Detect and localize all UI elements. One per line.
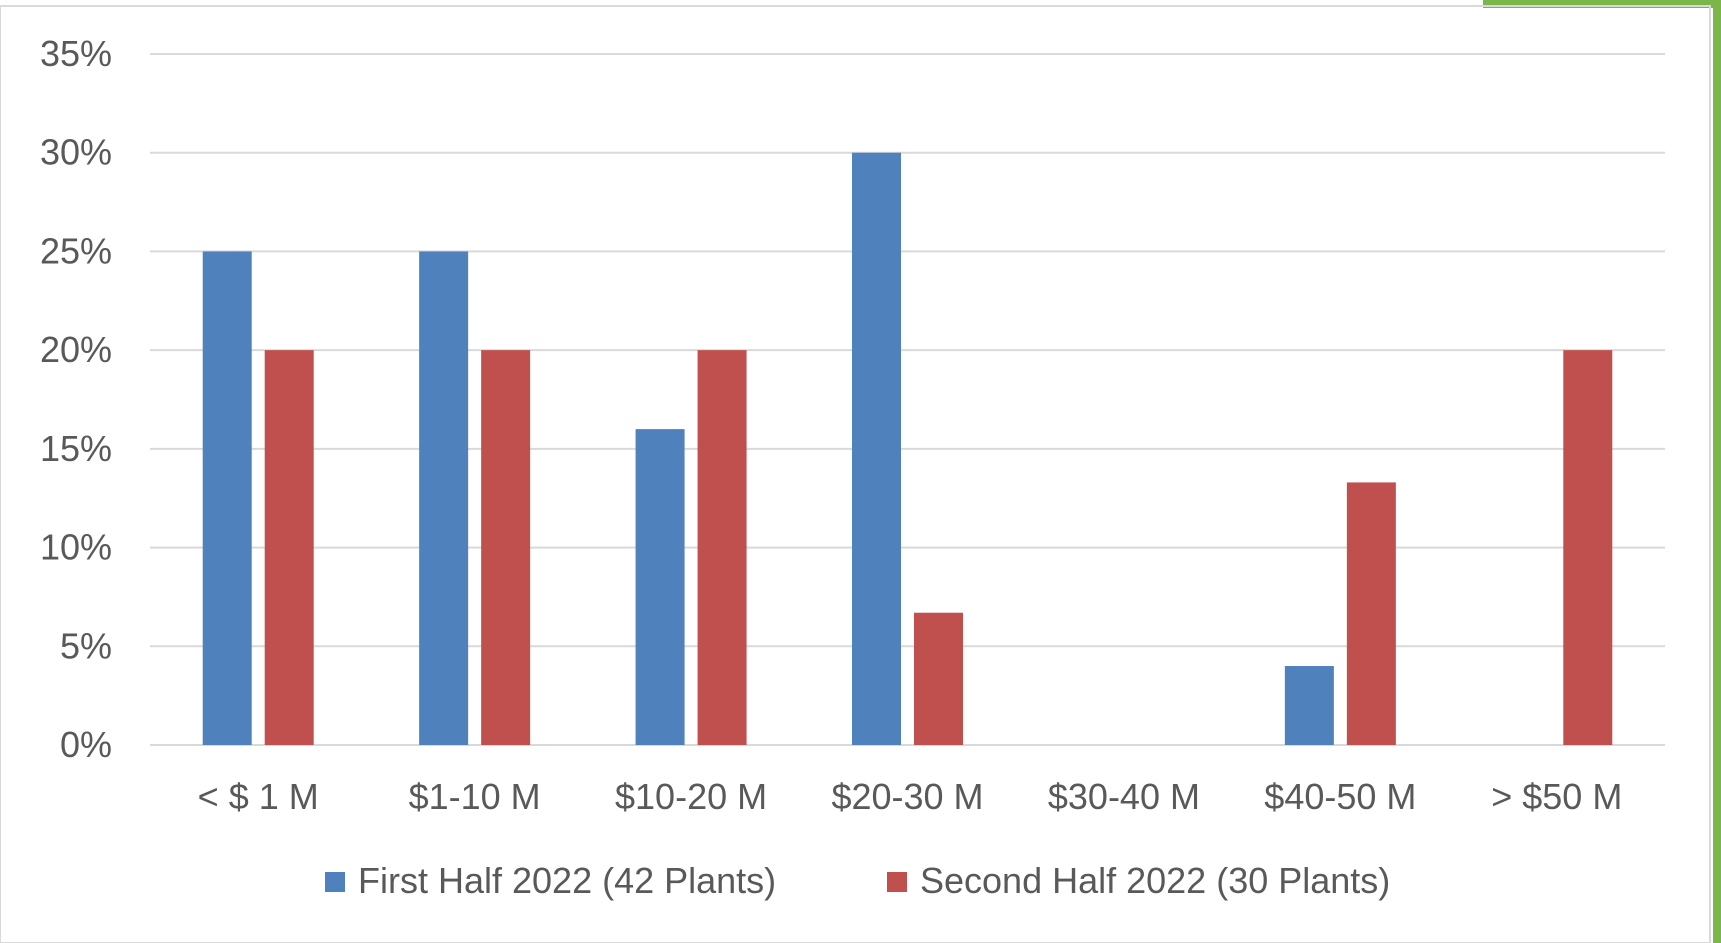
- x-tick-label: $10-20 M: [615, 776, 767, 817]
- gridlines: [150, 53, 1665, 746]
- legend-swatch: [325, 872, 345, 892]
- y-tick-label: 20%: [40, 329, 112, 370]
- y-tick-label: 30%: [40, 132, 112, 173]
- y-tick-label: 35%: [40, 33, 112, 74]
- legend: First Half 2022 (42 Plants) Second Half 2…: [325, 860, 1390, 901]
- x-tick-label: $40-50 M: [1264, 776, 1416, 817]
- bar-second-half-0: [264, 350, 314, 745]
- x-tick-label: > $50 M: [1491, 776, 1622, 817]
- y-tick-label: 15%: [40, 428, 112, 469]
- bar-second-half-1: [481, 350, 531, 745]
- y-tick-label: 5%: [60, 625, 112, 666]
- chart-area-border: [0, 5, 1711, 943]
- bar-second-half-3: [914, 612, 963, 745]
- corner-accent-top: [1483, 0, 1721, 8]
- bar-second-half-6: [1563, 350, 1613, 745]
- x-tick-label: $30-40 M: [1048, 776, 1200, 817]
- y-tick-label: 25%: [40, 230, 112, 271]
- x-tick-label: $20-30 M: [831, 776, 983, 817]
- bar-first-half-0: [202, 251, 252, 745]
- legend-label: First Half 2022 (42 Plants): [358, 860, 776, 901]
- bar-first-half-1: [419, 251, 469, 745]
- y-axis-ticks: 0% 5% 10% 15% 20% 25% 30% 35%: [40, 33, 112, 765]
- y-tick-label: 0%: [60, 724, 112, 765]
- bar-first-half-2: [635, 429, 685, 745]
- x-axis-ticks: < $ 1 M $1-10 M $10-20 M $20-30 M $30-40 M $4…: [198, 776, 1623, 817]
- corner-accent-right: [1713, 0, 1721, 943]
- bar-second-half-2: [697, 350, 747, 745]
- bar-second-half-5: [1346, 482, 1396, 745]
- bar-first-half-5: [1284, 666, 1334, 745]
- y-tick-label: 10%: [40, 527, 112, 568]
- legend-label: Second Half 2022 (30 Plants): [920, 860, 1390, 901]
- bar-first-half-3: [852, 152, 901, 745]
- bars: [202, 152, 1613, 745]
- x-tick-label: $1-10 M: [409, 776, 541, 817]
- x-tick-label: < $ 1 M: [198, 776, 319, 817]
- legend-swatch: [887, 872, 907, 892]
